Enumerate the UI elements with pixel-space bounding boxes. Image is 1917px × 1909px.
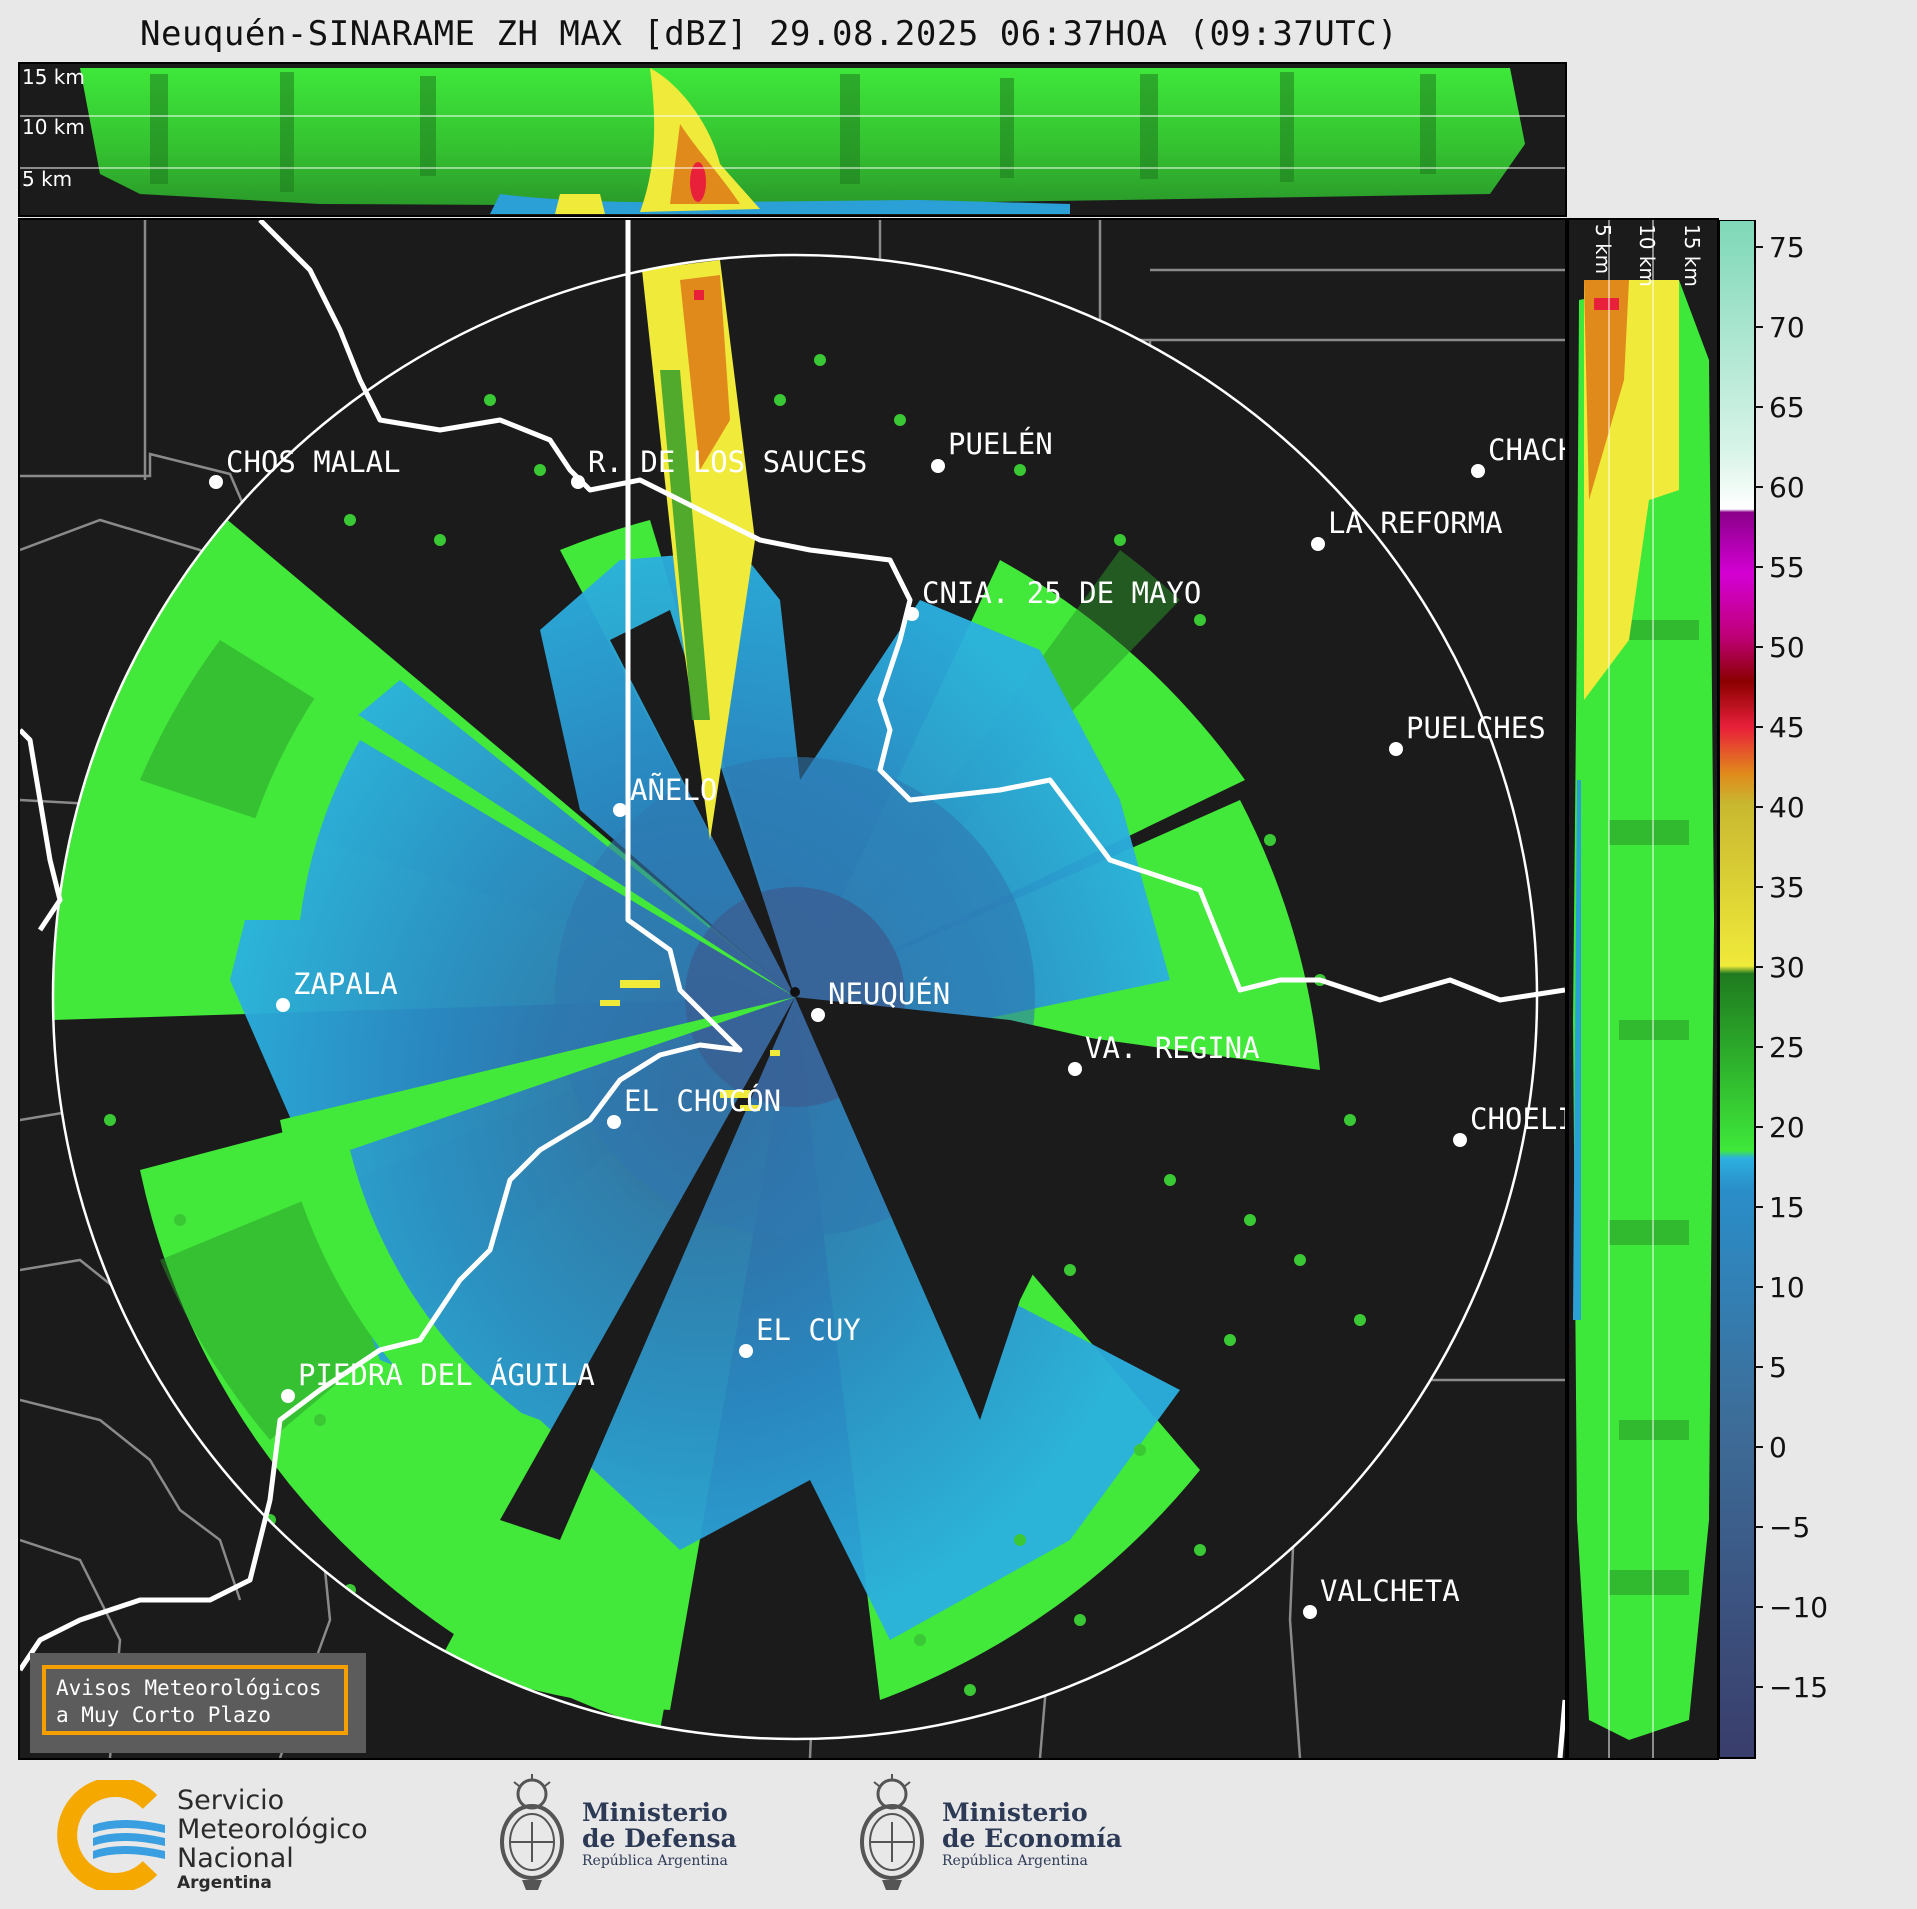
side-km-5-label: 5 km [1591, 224, 1615, 274]
top-km-15-label: 15 km [22, 65, 85, 89]
city-chos-malal-label: CHOS MALAL [226, 445, 401, 479]
economia-line-1: Ministerio [942, 1798, 1088, 1827]
colorbar-tick-35: 35 [1769, 871, 1805, 904]
colorbar-tick-minus-10: −10 [1769, 1591, 1828, 1624]
smn-logo: Servicio Meteorológico Nacional Argentin… [55, 1780, 395, 1893]
defensa-line-1: Ministerio [582, 1798, 728, 1827]
smn-line-1: Servicio [177, 1785, 285, 1816]
coat-of-arms-icon [500, 1774, 564, 1890]
colorbar-tick-20: 20 [1769, 1111, 1805, 1144]
smn-line-4: Argentina [177, 1873, 272, 1893]
city-puelches-label: PUELCHES [1406, 711, 1546, 745]
colorbar-tick-70: 70 [1769, 311, 1805, 344]
city-neuquen-label: NEUQUÉN [828, 977, 950, 1011]
ministerio-economia-logo: Ministerio de Economía República Argenti… [852, 1772, 1172, 1902]
colorbar-tick-30: 30 [1769, 951, 1805, 984]
page-title: Neuquén-SINARAME ZH MAX [dBZ] 29.08.2025… [140, 14, 1399, 54]
economia-line-2: de Economía [942, 1824, 1123, 1853]
city-cnia-25-de-mayo-label: CNIA. 25 DE MAYO [922, 576, 1201, 610]
coat-of-arms-icon-2 [860, 1774, 924, 1890]
notice-line-1: Avisos Meteorológicos [56, 1676, 322, 1700]
city-r-de-los-sauces-label: R. DE LOS SAUCES [588, 445, 867, 479]
colorbar-tick-15: 15 [1769, 1191, 1805, 1224]
warning-notice-box: Avisos Meteorológicos a Muy Corto Plazo [42, 1665, 348, 1735]
colorbar-tick-55: 55 [1769, 551, 1805, 584]
colorbar-tick-minus-15: −15 [1769, 1671, 1828, 1704]
warning-notice: Avisos Meteorológicos a Muy Corto Plazo [30, 1653, 366, 1753]
colorbar-tick-40: 40 [1769, 791, 1805, 824]
city-el-cuy-label: EL CUY [756, 1313, 861, 1347]
defensa-line-2: de Defensa [582, 1824, 737, 1853]
colorbar-tick-45: 45 [1769, 711, 1805, 744]
city-piedra-del-aguila-label: PIEDRA DEL ÁGUILA [298, 1358, 595, 1392]
colorbar-tick-75: 75 [1769, 231, 1805, 264]
city-chach-label: CHACH [1488, 433, 1565, 467]
colorbar-tick-10: 10 [1769, 1271, 1805, 1304]
city-anelo-label: AÑELO [630, 773, 717, 807]
city-la-reforma-label: LA REFORMA [1328, 506, 1503, 540]
city-choele-label: CHOELI [1470, 1102, 1565, 1136]
city-zapala-label: ZAPALA [293, 967, 398, 1001]
city-puelen-label: PUELÉN [948, 427, 1053, 461]
side-km-15-label: 15 km [1680, 224, 1704, 287]
ministerio-defensa-logo: Ministerio de Defensa República Argentin… [492, 1772, 792, 1902]
economia-line-3: República Argentina [942, 1853, 1088, 1869]
colorbar-tick-65: 65 [1769, 391, 1805, 424]
colorbar-tick-minus-5: −5 [1769, 1511, 1810, 1544]
city-va-regina-label: VA. REGINA [1085, 1031, 1260, 1065]
notice-line-2: a Muy Corto Plazo [56, 1703, 271, 1727]
side-height-profile: 5 km 10 km 15 km [1567, 218, 1719, 1760]
defensa-line-3: República Argentina [582, 1853, 728, 1869]
colorbar-tick-5: 5 [1769, 1351, 1787, 1384]
top-km-10-label: 10 km [22, 115, 85, 139]
city-valcheta-label: VALCHETA [1320, 1574, 1460, 1608]
side-km-10-label: 10 km [1635, 224, 1659, 287]
smn-line-2: Meteorológico [177, 1814, 368, 1845]
smn-emblem-icon [57, 1780, 165, 1890]
colorbar-tick-50: 50 [1769, 631, 1805, 664]
radar-map: CHOS MALAL R. DE LOS SAUCES PUELÉN CHACH… [18, 218, 1567, 1760]
colorbar-tick-25: 25 [1769, 1031, 1805, 1064]
colorbar-tick-0: 0 [1769, 1431, 1787, 1464]
top-height-profile: 15 km 10 km 5 km [18, 62, 1567, 217]
dbz-colorbar: 75 70 65 60 55 50 45 40 35 30 25 20 15 1… [1719, 220, 1915, 1760]
city-el-chocon-label: EL CHOCÓN [624, 1084, 781, 1118]
colorbar-tick-60: 60 [1769, 471, 1805, 504]
smn-line-3: Nacional [177, 1843, 294, 1874]
top-km-5-label: 5 km [22, 167, 72, 191]
